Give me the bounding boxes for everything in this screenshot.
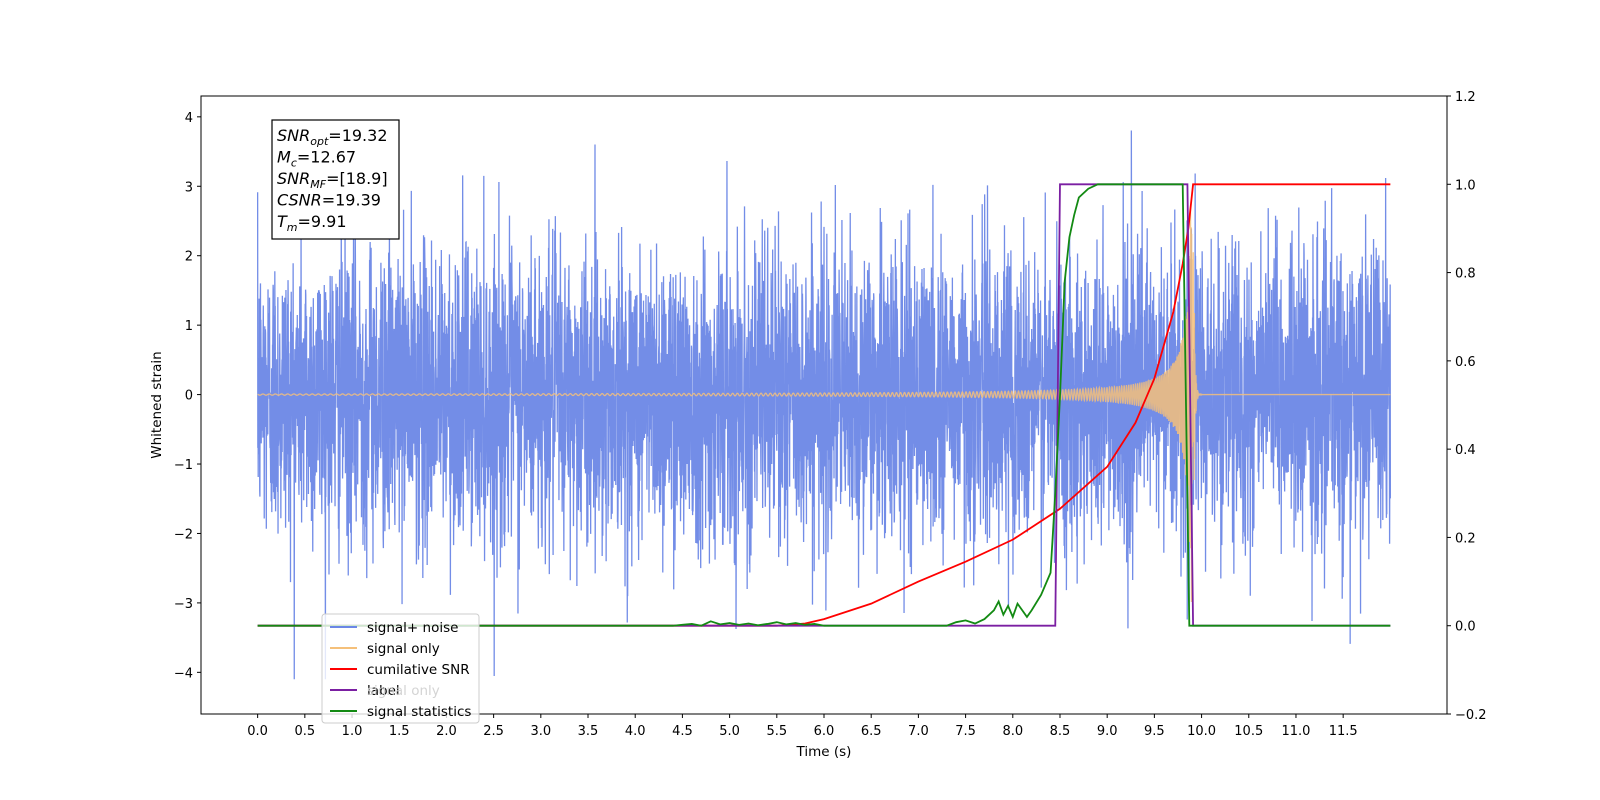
x-tick-label: 9.0 <box>1097 724 1118 739</box>
stats-subscript: MF <box>310 178 326 191</box>
stats-symbol: SNR <box>277 169 310 188</box>
x-tick-label: 8.0 <box>1002 724 1023 739</box>
x-tick-label: 4.0 <box>625 724 646 739</box>
legend: signal+ noise signal only cumilative SNR la… <box>321 613 480 724</box>
stats-symbol: SNR <box>277 126 310 145</box>
y-axis-right: 1.2 1.0 0.8 0.6 0.4 0.2 0.0 −0.2 <box>1447 90 1487 723</box>
x-tick-label: 2.5 <box>483 724 504 739</box>
x-tick-label: 1.0 <box>342 724 363 739</box>
x-tick-label: 3.5 <box>578 724 599 739</box>
stats-line: SNRMF=[18.9] <box>277 169 388 191</box>
x-tick-label: 4.5 <box>672 724 693 739</box>
stats-subscript: m <box>287 221 298 234</box>
series-signal-statistics <box>257 183 1391 627</box>
x-tick-label: 7.5 <box>955 724 976 739</box>
x-tick-label: 8.5 <box>1050 724 1071 739</box>
stats-box: SNRopt=19.32Mc=12.67SNRMF=[18.9]CSNR=19.… <box>271 119 400 240</box>
x-tick-label: 3.0 <box>530 724 551 739</box>
x-tick-label: 11.5 <box>1329 724 1358 739</box>
y-tick-label: 4 <box>185 111 193 126</box>
legend-ghost-text: signal only <box>367 683 440 699</box>
legend-entry: signal only <box>367 641 440 657</box>
y-axis-left: 4 3 2 1 0 −1 −2 −3 −4 <box>174 111 201 681</box>
x-tick-label: 9.5 <box>1144 724 1165 739</box>
y-tick-label: −1 <box>174 458 193 473</box>
legend-entry: label <box>367 683 400 699</box>
y-tick-label: 0 <box>185 389 193 404</box>
x-tick-label: 7.0 <box>908 724 929 739</box>
y-tick-label: −4 <box>174 666 193 681</box>
legend-entry: cumilative SNR <box>367 662 470 678</box>
y2-tick-label: 0.2 <box>1455 531 1476 546</box>
stats-value: =[18.9] <box>326 169 388 188</box>
y2-tick-label: 1.0 <box>1455 178 1476 193</box>
x-axis-label: Time (s) <box>796 744 852 760</box>
y2-tick-label: 0.0 <box>1455 620 1476 635</box>
stats-value: =12.67 <box>297 148 356 167</box>
y-tick-label: 3 <box>185 180 193 195</box>
stats-line: SNRopt=19.32 <box>277 126 388 148</box>
series-layer <box>256 130 1392 680</box>
stats-symbol: T <box>277 212 288 231</box>
x-tick-label: 11.0 <box>1281 724 1310 739</box>
stats-line: Tm=9.91 <box>277 212 347 234</box>
y-tick-label: 2 <box>185 250 193 265</box>
x-tick-label: 10.0 <box>1187 724 1216 739</box>
y2-tick-label: 1.2 <box>1455 90 1476 105</box>
stats-line: Mc=12.67 <box>277 148 356 170</box>
stats-value: =19.32 <box>328 126 387 145</box>
x-tick-label: 6.5 <box>861 724 882 739</box>
x-tick-label: 0.0 <box>247 724 268 739</box>
y2-tick-label: −0.2 <box>1455 708 1487 723</box>
legend-entry: signal+ noise <box>367 620 458 636</box>
stats-value: =19.39 <box>322 191 381 210</box>
x-tick-label: 1.5 <box>389 724 410 739</box>
series-signal-plus-noise <box>256 130 1392 680</box>
stats-symbol: CSNR <box>277 191 322 210</box>
stats-symbol: M <box>277 148 291 167</box>
x-axis: 0.0 0.5 1.0 1.5 2.0 2.5 3.0 3.5 4.0 4.5 5.0 5.5 6.0 6… <box>247 714 1358 739</box>
y2-tick-label: 0.8 <box>1455 267 1476 282</box>
y-tick-label: −3 <box>174 597 193 612</box>
legend-entry: signal statistics <box>367 704 471 720</box>
x-tick-label: 2.0 <box>436 724 457 739</box>
x-tick-label: 0.5 <box>294 724 315 739</box>
stats-subscript: c <box>291 157 297 170</box>
y2-tick-label: 0.6 <box>1455 355 1476 370</box>
series-signal-only <box>257 207 1391 603</box>
y-tick-label: −2 <box>174 527 193 542</box>
x-tick-label: 10.5 <box>1234 724 1263 739</box>
x-tick-label: 5.5 <box>766 724 787 739</box>
y-axis-label: Whitened strain <box>149 351 165 458</box>
y-tick-label: 1 <box>185 319 193 334</box>
stats-line: CSNR=19.39 <box>277 191 381 210</box>
stats-subscript: opt <box>310 135 329 148</box>
x-tick-label: 5.0 <box>719 724 740 739</box>
y2-tick-label: 0.4 <box>1455 443 1476 458</box>
stats-value: =9.91 <box>298 212 347 231</box>
x-tick-label: 6.0 <box>814 724 835 739</box>
